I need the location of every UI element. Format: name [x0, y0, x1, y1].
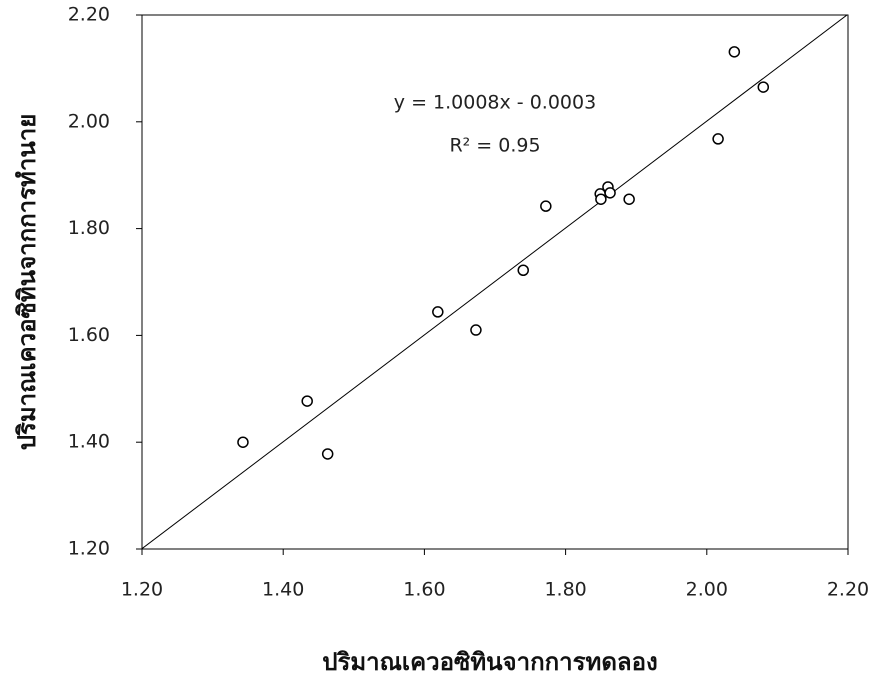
point	[323, 449, 333, 459]
x-tick-label: 2.00	[686, 579, 728, 601]
point	[238, 437, 248, 447]
chart: ปริมาณเควอซิทินจากการทดลอง ปริมาณเควอซิท…	[0, 0, 875, 677]
y-tick-label: 2.00	[68, 110, 110, 132]
y-tick-label: 1.80	[68, 217, 110, 239]
point	[471, 325, 481, 335]
x-tick-label: 1.80	[544, 579, 586, 601]
point	[302, 396, 312, 406]
point	[596, 194, 606, 204]
point	[758, 82, 768, 92]
point	[605, 188, 615, 198]
y-tick-label: 1.60	[68, 324, 110, 346]
point	[713, 134, 723, 144]
y-tick-label: 1.40	[68, 431, 110, 453]
r-squared: R² = 0.95	[449, 135, 540, 157]
y-tick-label: 2.20	[68, 4, 110, 26]
point	[729, 47, 739, 57]
x-tick-label: 1.60	[403, 579, 445, 601]
y-axis-title: ปริมาณเควอซิทินจากการทำนาย	[13, 114, 41, 451]
y-tick-label: 1.20	[68, 538, 110, 560]
x-tick-label: 2.20	[827, 579, 869, 601]
point	[541, 201, 551, 211]
point	[624, 194, 634, 204]
x-tick-label: 1.40	[262, 579, 304, 601]
x-axis-title: ปริมาณเควอซิทินจากการทดลอง	[322, 648, 658, 676]
point	[518, 265, 528, 275]
trendline-equation: y = 1.0008x - 0.0003	[394, 92, 596, 114]
point	[433, 307, 443, 317]
x-tick-label: 1.20	[121, 579, 163, 601]
